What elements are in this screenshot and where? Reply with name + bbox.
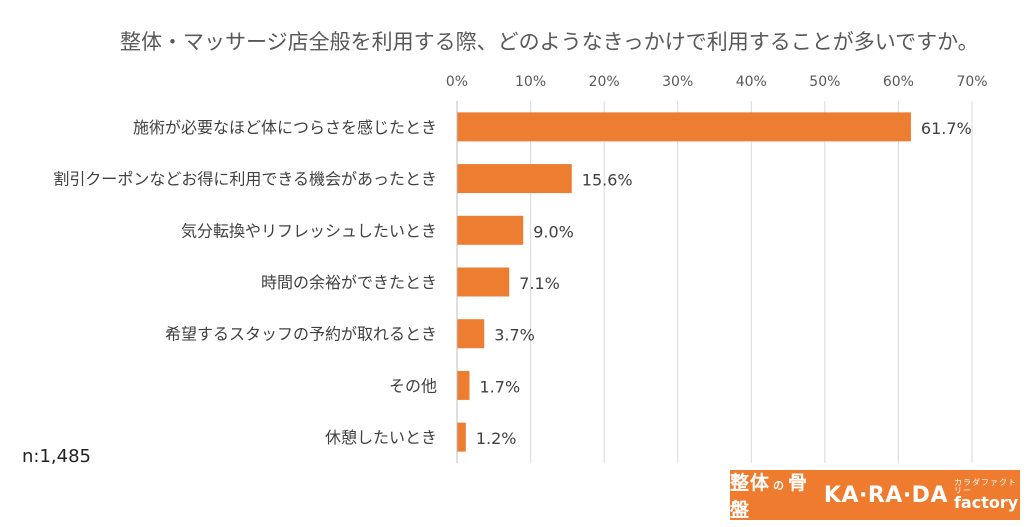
x-tick-label: 60% bbox=[883, 74, 914, 90]
category-label: 割引クーポンなどお得に利用できる機会があったとき bbox=[53, 170, 437, 189]
x-tick-label: 0% bbox=[446, 74, 468, 90]
bar-chart: 0% 10% 20% 30% 40% 50% 60% 70% 施術が必要なほど体につらさを感じた… bbox=[53, 74, 988, 463]
bar bbox=[457, 112, 911, 142]
bar bbox=[457, 164, 572, 194]
chart-title: 整体・マッサージ店全般を利用する際、どのようなきっかけで利用することが多いですか… bbox=[120, 30, 979, 54]
bar bbox=[457, 422, 466, 452]
data-label: 1.2% bbox=[476, 429, 517, 448]
bar bbox=[457, 319, 485, 349]
logo-brand: KA·RA·DA bbox=[823, 482, 948, 508]
category-label: 休憩したいとき bbox=[325, 428, 437, 447]
x-tick-label: 40% bbox=[736, 74, 767, 90]
data-label: 7.1% bbox=[519, 274, 560, 293]
category-label: 希望するスタッフの予約が取れるとき bbox=[165, 325, 437, 344]
brand-logo: 整体の骨盤 KA·RA·DA カラダファクトリー factory bbox=[730, 470, 1020, 521]
category-label: 施術が必要なほど体につらさを感じたとき bbox=[133, 118, 437, 137]
category-label: その他 bbox=[389, 376, 437, 395]
data-label: 1.7% bbox=[480, 377, 521, 396]
category-label: 気分転換やリフレッシュしたいとき bbox=[181, 221, 437, 240]
x-tick-label: 30% bbox=[662, 74, 693, 90]
logo-japanese-text: 整体の骨盤 bbox=[730, 472, 809, 521]
logo-sub: カラダファクトリー factory bbox=[953, 478, 1019, 512]
data-label: 3.7% bbox=[494, 326, 535, 345]
category-label: 時間の余裕ができたとき bbox=[261, 273, 437, 292]
x-tick-label: 50% bbox=[809, 74, 840, 90]
data-label: 61.7% bbox=[921, 119, 972, 138]
bar bbox=[457, 215, 524, 245]
x-tick-label: 10% bbox=[515, 74, 546, 90]
data-label: 9.0% bbox=[533, 222, 574, 241]
data-label: 15.6% bbox=[582, 171, 633, 190]
sample-size-label: n:1,485 bbox=[22, 446, 92, 467]
bar bbox=[457, 370, 470, 400]
x-tick-label: 20% bbox=[589, 74, 620, 90]
bar bbox=[457, 267, 510, 297]
x-tick-label: 70% bbox=[956, 74, 987, 90]
